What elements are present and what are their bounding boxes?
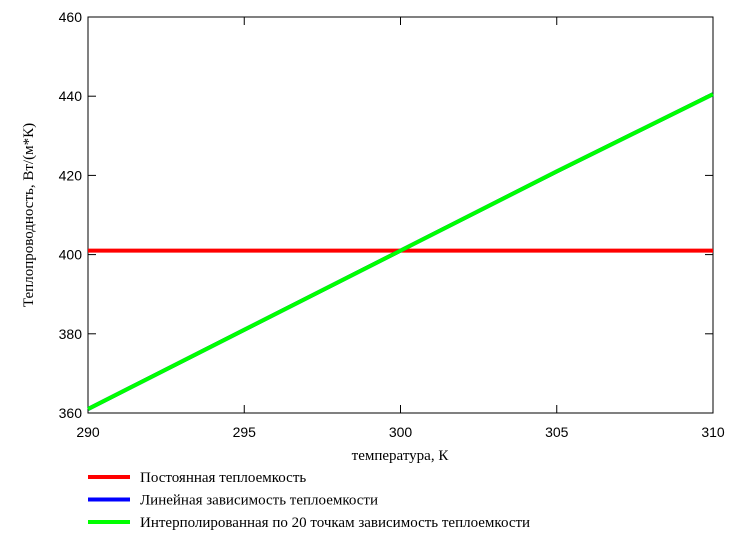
legend-label: Интерполированная по 20 точкам зависимос…	[140, 515, 530, 531]
y-tick-label: 380	[59, 326, 83, 342]
x-tick-label: 310	[701, 424, 725, 440]
y-tick-label: 360	[59, 405, 83, 421]
x-tick-label: 295	[233, 424, 257, 440]
series-line	[87, 92, 714, 411]
x-tick-label: 300	[389, 424, 413, 440]
y-tick-label: 400	[59, 247, 83, 263]
y-tick-label: 460	[59, 9, 83, 25]
y-tick-label: 420	[59, 167, 83, 183]
y-tick-label: 440	[59, 88, 83, 104]
legend-label: Линейная зависимость теплоемкости	[140, 493, 378, 509]
x-axis-label: температура, К	[352, 448, 450, 464]
y-axis-label: Теплопроводность, Вт/(м*К)	[21, 123, 37, 307]
legend-label: Постоянная теплоемкость	[140, 470, 306, 486]
x-tick-label: 290	[76, 424, 100, 440]
plot-frame	[87, 16, 714, 414]
x-tick-label: 305	[545, 424, 569, 440]
